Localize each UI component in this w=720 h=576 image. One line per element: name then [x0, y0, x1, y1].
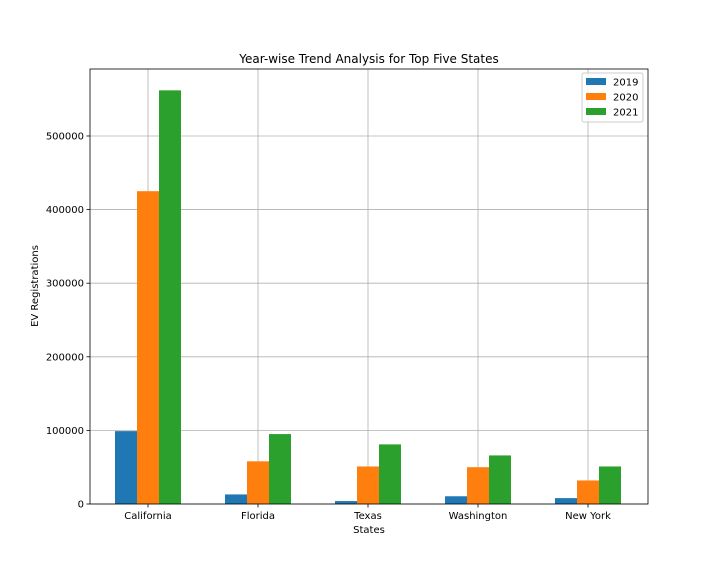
x-tick-label: Texas [353, 511, 382, 522]
x-tick-label: New York [565, 511, 611, 522]
x-tick-label: California [124, 511, 172, 522]
legend: 2019 2020 2021 [581, 72, 644, 123]
chart-title: Year-wise Trend Analysis for Top Five St… [238, 52, 499, 66]
bar-2021-florida [269, 434, 291, 504]
bar-2019-california [115, 431, 137, 504]
y-axis-label: EV Registrations [30, 245, 41, 327]
bar-2021-washington [489, 455, 511, 504]
y-tick-label: 500000 [46, 131, 84, 142]
bar-2020-california [137, 191, 159, 504]
legend-label-2020: 2020 [613, 93, 638, 104]
legend-swatch-2019 [586, 78, 606, 85]
bar-2020-new-york [577, 480, 599, 504]
bar-2019-washington [445, 496, 467, 504]
legend-label-2019: 2019 [613, 78, 638, 89]
legend-swatch-2020 [586, 93, 606, 100]
bar-2019-texas [335, 501, 357, 504]
bar-2019-florida [225, 494, 247, 504]
y-tick-label: 400000 [46, 205, 84, 216]
x-tick-label: Florida [241, 511, 275, 522]
bar-2021-texas [379, 444, 401, 504]
x-tick-label: Washington [449, 511, 508, 522]
bar-2020-texas [357, 466, 379, 504]
x-axis-label: States [353, 525, 385, 536]
legend-swatch-2021 [586, 108, 606, 115]
x-axis-ticks: California Florida Texas Washington New York [124, 504, 611, 522]
bars [115, 90, 621, 504]
y-tick-label: 300000 [46, 279, 84, 290]
legend-label-2021: 2021 [613, 108, 638, 119]
y-tick-label: 0 [78, 500, 84, 511]
bar-2021-california [159, 90, 181, 504]
y-tick-label: 200000 [46, 352, 84, 363]
plot-frame [89, 68, 649, 505]
bar-2021-new-york [599, 466, 621, 504]
bar-2020-washington [467, 467, 489, 504]
y-tick-label: 100000 [46, 426, 84, 437]
bar-2020-florida [247, 461, 269, 504]
y-axis-ticks: 0 100000 200000 300000 400000 500000 [46, 131, 90, 511]
bar-2019-new-york [555, 498, 577, 504]
